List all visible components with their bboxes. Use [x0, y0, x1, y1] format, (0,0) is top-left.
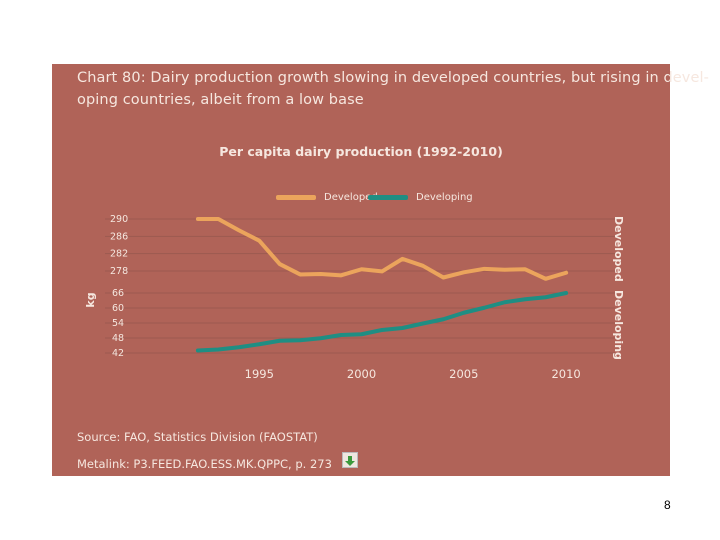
- legend-developing: Developing: [368, 192, 473, 203]
- download-icon[interactable]: [342, 452, 358, 468]
- point-developing-2008: [524, 298, 526, 301]
- point-developed-2000: [360, 268, 363, 271]
- point-developed-2008: [524, 268, 526, 271]
- point-developed-2010: [565, 271, 567, 274]
- ytick-developing-54: 54: [112, 318, 124, 329]
- xtick-2000: 2000: [347, 367, 376, 381]
- point-developing-1998: [319, 337, 322, 340]
- point-developed-1995: [258, 239, 261, 242]
- download-arrow-icon: [345, 456, 355, 466]
- point-developing-1995: [258, 343, 261, 346]
- series-line-developing: [195, 291, 569, 353]
- point-developing-1996: [278, 339, 281, 342]
- point-developed-1992: [197, 218, 199, 220]
- ytick-developing-60: 60: [112, 303, 124, 314]
- figure-title-line-1: Chart 80: Dairy production growth slowin…: [77, 70, 709, 86]
- xtick-2010: 2010: [551, 367, 580, 381]
- point-developing-1999: [340, 334, 342, 336]
- point-developed-2009: [544, 278, 547, 280]
- legend-developing-label: Developing: [416, 192, 473, 203]
- point-developed-2004: [442, 276, 445, 279]
- ytick-developing-48: 48: [112, 333, 124, 344]
- point-developed-2001: [381, 270, 383, 273]
- point-developed-2003: [422, 265, 424, 267]
- y-axis-label: kg: [84, 292, 97, 307]
- point-developing-1997: [299, 339, 301, 342]
- point-developing-2005: [463, 311, 465, 314]
- point-developing-2009: [544, 296, 547, 299]
- chart-title: Per capita dairy production (1992-2010): [219, 144, 503, 159]
- point-developed-2002: [401, 258, 404, 260]
- point-developed-2007: [503, 268, 506, 271]
- metalink-text: Metalink: P3.FEED.FAO.ESS.MK.QPPC, p. 27…: [77, 457, 332, 471]
- point-developing-2006: [483, 306, 486, 309]
- ytick-developing-66: 66: [112, 288, 124, 299]
- point-developing-2004: [442, 318, 445, 321]
- point-developing-2003: [422, 322, 424, 325]
- point-developed-1996: [278, 263, 281, 265]
- xtick-2005: 2005: [449, 367, 478, 381]
- point-developed-2005: [463, 271, 465, 274]
- point-developing-2002: [401, 327, 404, 329]
- ytick-developed-278: 278: [110, 266, 128, 277]
- ytick-developed-286: 286: [110, 231, 128, 242]
- point-developed-2006: [483, 268, 486, 270]
- line-chart: 290 286 282 278 66 60 54 48 42 kg Developed Develop…: [84, 214, 625, 381]
- point-developing-1994: [238, 346, 240, 349]
- xtick-1995: 1995: [245, 367, 274, 381]
- point-developing-2007: [503, 301, 506, 304]
- page-number: 8: [664, 498, 671, 512]
- point-developing-2001: [381, 329, 383, 331]
- legend-developed-swatch: [276, 194, 316, 200]
- point-developed-1994: [238, 229, 240, 232]
- figure-title-line-2: oping countries, albeit from a low base: [77, 92, 364, 108]
- series-line-developed: [195, 217, 569, 281]
- legend-developed-label: Developed: [324, 192, 378, 203]
- point-developing-2000: [360, 333, 363, 336]
- point-developing-2010: [565, 292, 567, 294]
- point-developed-1993: [217, 218, 220, 220]
- chart-figure: Chart 80: Dairy production growth slowin…: [52, 64, 709, 476]
- right-label-developing: Developing: [612, 290, 625, 360]
- ytick-developing-42: 42: [112, 348, 124, 359]
- point-developing-1992: [197, 349, 199, 352]
- right-label-developed: Developed: [612, 216, 625, 282]
- legend-developed: Developed: [276, 192, 378, 203]
- point-developing-1993: [217, 348, 220, 351]
- source-text: Source: FAO, Statistics Division (FAOSTA…: [77, 430, 318, 444]
- point-developed-1997: [299, 273, 301, 276]
- ytick-developed-282: 282: [110, 249, 128, 260]
- ytick-developed-290: 290: [110, 214, 128, 225]
- legend-developing-swatch: [368, 194, 408, 200]
- point-developed-1999: [340, 274, 342, 277]
- point-developed-1998: [319, 273, 322, 275]
